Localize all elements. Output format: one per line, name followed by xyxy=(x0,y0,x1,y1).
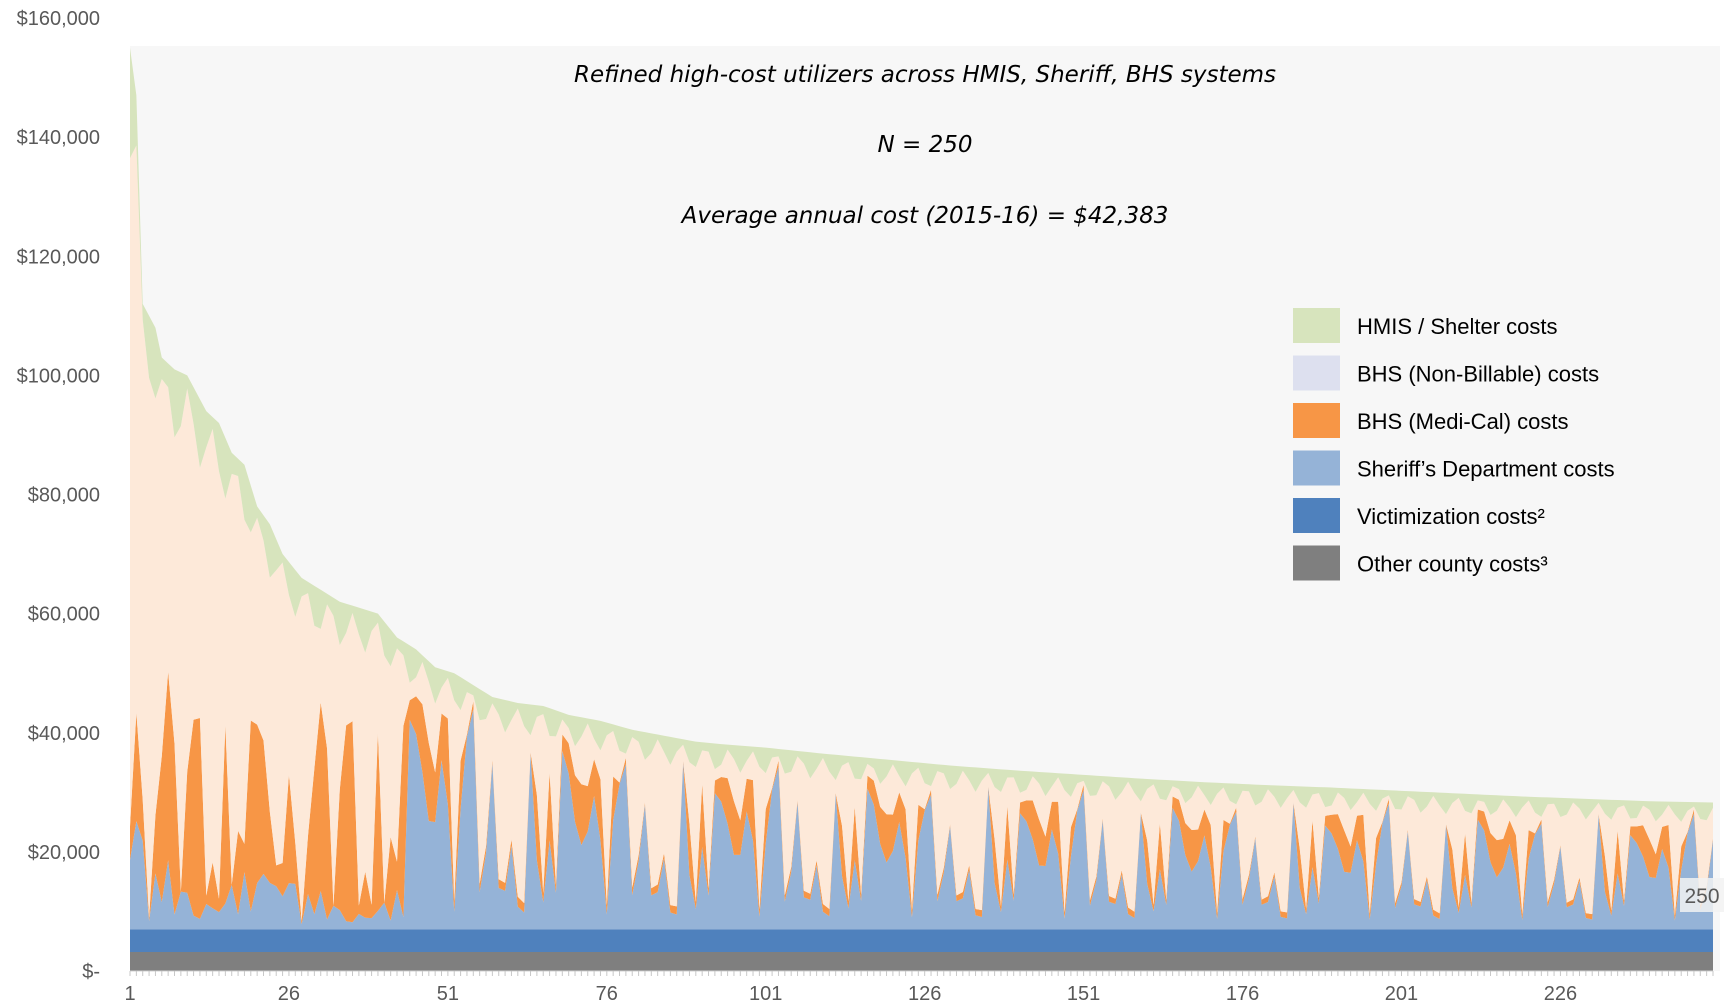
legend-swatch xyxy=(1293,403,1340,438)
y-tick-label: $80,000 xyxy=(28,485,100,507)
legend: HMIS / Shelter costs BHS (Non-Billable) c… xyxy=(1293,308,1615,581)
x-axis: 1 26 51 76 101 126 151 176 201 226 xyxy=(124,970,1714,1005)
legend-swatch xyxy=(1293,355,1340,391)
legend-swatch xyxy=(1293,498,1340,533)
y-tick-label: $160,000 xyxy=(17,8,100,30)
legend-item: HMIS / Shelter costs xyxy=(1293,308,1558,343)
legend-label: Other county costs³ xyxy=(1357,552,1548,577)
y-tick-label: $60,000 xyxy=(28,604,100,626)
series-area-bhs-non-billable-costs xyxy=(130,145,1713,921)
legend-label: BHS (Non-Billable) costs xyxy=(1357,362,1599,387)
y-tick-label: $40,000 xyxy=(28,723,100,745)
series-area-sheriff-s-department-costs xyxy=(130,709,1713,930)
x-tick-label: 101 xyxy=(749,983,782,1005)
x-tick-label: 151 xyxy=(1067,983,1100,1005)
title-line-1: Refined high-cost utilizers across HMIS,… xyxy=(574,62,1276,88)
y-tick-label: $120,000 xyxy=(17,246,100,268)
y-tick-label: $100,000 xyxy=(17,365,100,387)
x-tick-label: 226 xyxy=(1544,983,1577,1005)
legend-label: Victimization costs² xyxy=(1357,504,1545,529)
series-areas xyxy=(130,47,1713,971)
legend-item: BHS (Non-Billable) costs xyxy=(1293,355,1599,391)
title-line-2: N = 250 xyxy=(878,132,973,158)
y-tick-label: $140,000 xyxy=(17,127,100,149)
legend-item: BHS (Medi-Cal) costs xyxy=(1293,403,1568,438)
x-tick-label: 201 xyxy=(1385,983,1418,1005)
x-tick-label: 51 xyxy=(437,983,459,1005)
y-tick-label: $20,000 xyxy=(28,842,100,864)
x-tick-label: 26 xyxy=(278,983,300,1005)
x-tick-label: 76 xyxy=(596,983,618,1005)
y-tick-label: $- xyxy=(82,961,100,983)
title-line-3: Average annual cost (2015-16) = $42,383 xyxy=(680,203,1169,229)
legend-swatch xyxy=(1293,545,1340,581)
end-label-box xyxy=(1680,878,1724,912)
x-tick-label: 1 xyxy=(124,983,135,1005)
legend-swatch xyxy=(1293,308,1340,343)
legend-item: Victimization costs² xyxy=(1293,498,1545,533)
x-tick-label: 126 xyxy=(908,983,941,1005)
x-tick-label: 176 xyxy=(1226,983,1259,1005)
end-label-group: 250 xyxy=(1680,878,1724,912)
chart-title: Refined high-cost utilizers across HMIS,… xyxy=(574,62,1276,229)
y-axis: $- $20,000 $40,000 $60,000 $80,000 $100,000 $1… xyxy=(17,8,100,983)
legend-label: BHS (Medi-Cal) costs xyxy=(1357,409,1568,434)
legend-label: HMIS / Shelter costs xyxy=(1357,314,1558,339)
series-area-victimization-costs xyxy=(130,929,1713,952)
legend-swatch xyxy=(1293,450,1340,486)
end-label: 250 xyxy=(1684,885,1719,908)
legend-item: Sheriff’s Department costs xyxy=(1293,450,1615,486)
series-area-other-county-costs xyxy=(130,951,1713,971)
legend-item: Other county costs³ xyxy=(1293,545,1548,581)
legend-label: Sheriff’s Department costs xyxy=(1357,457,1615,482)
